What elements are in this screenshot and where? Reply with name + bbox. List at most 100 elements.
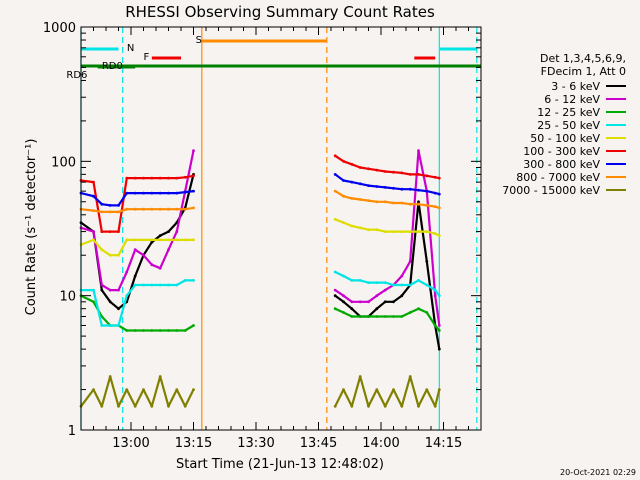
data-point-3-0-12 xyxy=(183,279,187,282)
data-point-0-1-13 xyxy=(437,347,441,351)
data-point-3-0-8 xyxy=(150,283,154,287)
data-point-6-1-13 xyxy=(437,192,441,196)
data-point-8-1-11 xyxy=(425,388,429,391)
data-point-3-1-11 xyxy=(425,283,429,287)
data-point-5-1-1 xyxy=(342,159,345,163)
x-tick-label-5: 14:15 xyxy=(425,436,462,451)
data-point-6-0-11 xyxy=(175,191,179,195)
series-line-5-1 xyxy=(334,154,440,180)
legend: Det 1,3,4,5,6,9,FDecim 1, Att 0 3 - 6 keV… xyxy=(502,52,626,197)
data-point-5-0-11 xyxy=(175,176,179,180)
data-point-4-0-7 xyxy=(142,238,145,242)
data-point-4-1-8 xyxy=(400,230,404,234)
data-point-7-1-9 xyxy=(408,202,412,206)
data-point-4-1-12 xyxy=(433,232,437,236)
data-point-4-1-2 xyxy=(350,224,354,228)
legend-label-5: 100 - 300 keV xyxy=(523,145,600,158)
data-point-5-1-0 xyxy=(333,154,337,158)
data-point-4-1-4 xyxy=(367,228,370,232)
data-point-3-0-5 xyxy=(125,294,129,298)
data-point-3-0-6 xyxy=(133,283,137,287)
data-point-2-1-7 xyxy=(392,315,395,318)
data-point-5-1-10 xyxy=(417,173,420,176)
plot-background xyxy=(81,27,481,430)
data-point-3-0-10 xyxy=(167,283,170,287)
data-point-2-0-7 xyxy=(142,329,145,332)
data-point-1-0-4 xyxy=(117,288,120,292)
data-point-1-0-10 xyxy=(167,248,170,252)
data-point-2-0-12 xyxy=(183,329,187,332)
data-point-1-1-5 xyxy=(375,294,379,298)
data-point-2-1-12 xyxy=(433,324,437,327)
data-point-5-0-6 xyxy=(133,176,137,180)
legend-label-3: 25 - 50 keV xyxy=(537,119,600,132)
data-point-7-0-8 xyxy=(150,207,154,211)
data-point-7-1-12 xyxy=(433,205,437,209)
data-point-0-0-2 xyxy=(100,288,104,292)
x-tick-label-4: 14:00 xyxy=(362,436,399,451)
data-point-3-1-4 xyxy=(367,281,370,284)
data-point-5-0-8 xyxy=(150,176,154,180)
data-point-6-1-0 xyxy=(333,173,337,176)
data-point-5-1-8 xyxy=(400,171,404,175)
data-point-7-0-5 xyxy=(125,207,129,211)
data-point-7-0-13 xyxy=(192,206,195,210)
data-point-1-0-9 xyxy=(158,266,162,270)
data-point-2-0-10 xyxy=(167,329,170,332)
data-point-8-1-5 xyxy=(375,388,379,391)
data-point-0-0-10 xyxy=(167,230,170,234)
series-line-8-0 xyxy=(80,375,195,408)
data-point-2-1-5 xyxy=(375,315,379,318)
data-point-2-0-2 xyxy=(100,315,104,318)
data-point-3-1-10 xyxy=(417,279,420,282)
data-point-1-0-13 xyxy=(192,149,195,153)
data-point-8-0-5 xyxy=(125,388,129,391)
data-point-7-1-7 xyxy=(392,201,395,205)
data-point-5-0-10 xyxy=(167,176,170,180)
data-point-1-0-2 xyxy=(100,283,104,287)
data-point-2-0-8 xyxy=(150,329,154,332)
data-point-3-0-2 xyxy=(100,324,104,327)
data-point-4-1-10 xyxy=(417,230,420,234)
data-point-8-1-4 xyxy=(367,404,370,408)
data-point-4-0-12 xyxy=(183,238,187,242)
data-point-6-1-8 xyxy=(400,187,404,191)
data-point-6-0-7 xyxy=(142,191,145,195)
series-line-1-0 xyxy=(80,150,195,292)
data-point-3-1-7 xyxy=(392,283,395,287)
series-line-0-1 xyxy=(334,200,441,350)
x-tick-label-3: 13:45 xyxy=(300,436,337,451)
legend-header-0: Det 1,3,4,5,6,9, xyxy=(540,52,626,65)
data-point-2-0-13 xyxy=(192,324,195,327)
data-point-2-0-5 xyxy=(125,329,129,332)
data-point-1-1-2 xyxy=(350,300,354,304)
data-point-4-0-8 xyxy=(150,238,154,242)
data-point-7-1-13 xyxy=(437,206,441,210)
observing-flags: NF S RD0 RD6 xyxy=(66,35,481,81)
data-point-4-1-3 xyxy=(358,226,362,230)
data-point-7-1-0 xyxy=(333,189,337,193)
y-tick-label-0: 1 xyxy=(68,424,76,439)
x-tick-label-0: 13:00 xyxy=(112,436,149,451)
data-point-5-0-9 xyxy=(158,176,162,180)
data-point-3-0-3 xyxy=(108,324,112,327)
data-point-0-1-6 xyxy=(383,300,387,304)
data-point-5-1-3 xyxy=(358,166,362,169)
data-point-2-1-2 xyxy=(350,315,354,318)
data-point-5-1-6 xyxy=(383,170,387,173)
timestamp: 20-Oct-2021 02:29 xyxy=(560,468,636,477)
data-point-8-1-10 xyxy=(417,404,420,408)
data-point-7-0-6 xyxy=(133,207,137,211)
data-point-3-0-9 xyxy=(158,283,162,287)
data-point-4-1-7 xyxy=(392,230,395,234)
data-point-4-1-11 xyxy=(425,230,429,234)
data-point-5-1-9 xyxy=(408,173,412,176)
data-point-6-0-10 xyxy=(167,191,170,195)
data-point-2-0-9 xyxy=(158,329,162,332)
flag-label-n: N xyxy=(127,43,134,54)
data-point-8-0-1 xyxy=(92,388,95,391)
flag-label-f: F xyxy=(144,52,150,63)
data-point-6-0-1 xyxy=(92,194,95,198)
data-point-4-0-13 xyxy=(192,238,195,242)
